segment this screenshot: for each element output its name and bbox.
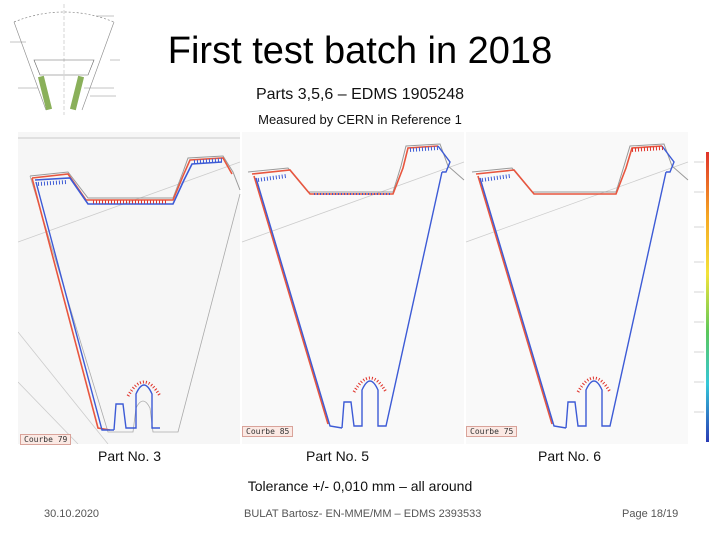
measurement-note: Measured by CERN in Reference 1 [258,112,462,127]
schematic-thumbnail [10,4,120,115]
courbe-tag-part-3: Courbe 79 [20,434,72,445]
deviation-color-scale [694,152,709,442]
slide-subtitle: Parts 3,5,6 – EDMS 1905248 [255,86,465,103]
courbe-tag-part-5: Courbe 85 [242,426,294,437]
panel-part-5 [241,132,465,444]
courbe-tag-part-6: Courbe 75 [466,426,518,437]
measurement-panels [18,132,709,444]
part-label-6: Part No. 6 [538,448,602,464]
part-label-5: Part No. 5 [306,448,370,464]
slide-title: First test batch in 2018 [167,30,553,72]
footer-date: 30.10.2020 [44,508,100,520]
footer-author: BULAT Bartosz- EN-MME/MM – EDMS 2393533 [244,508,482,520]
panel-part-3 [18,132,241,444]
footer-page-number: Page 18/19 [622,508,679,520]
part-label-3: Part No. 3 [98,448,162,464]
tolerance-note: Tolerance +/- 0,010 mm – all around [247,478,473,494]
panel-part-6 [465,132,689,444]
